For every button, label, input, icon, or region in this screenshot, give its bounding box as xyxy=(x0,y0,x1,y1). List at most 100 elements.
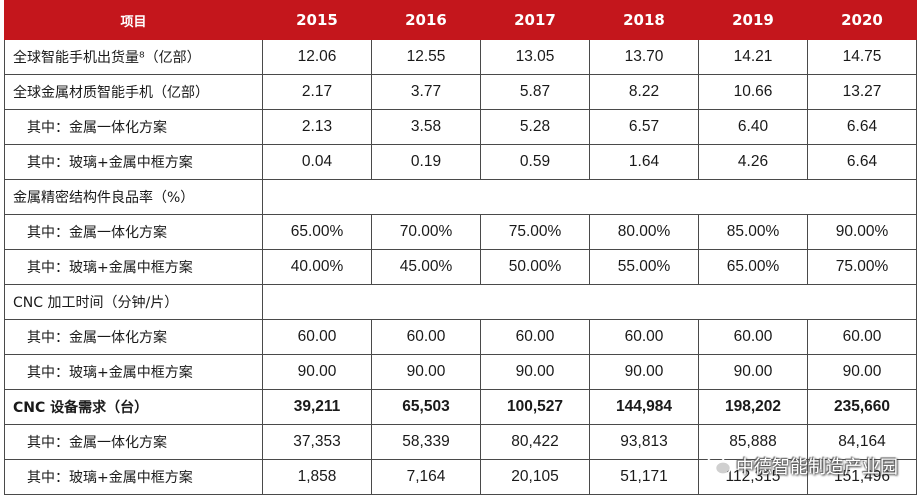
cell-value: 2.13 xyxy=(262,109,372,145)
header-row: 项目 2015 2016 2017 2018 2019 2020 xyxy=(4,0,917,40)
cell-value: 6.40 xyxy=(698,109,808,145)
cell-value: 1.64 xyxy=(589,144,699,180)
cell-value: 75.00% xyxy=(480,214,590,250)
row-label: 其中：玻璃+金属中框方案 xyxy=(4,354,263,390)
row-label: 其中：金属一体化方案 xyxy=(4,319,263,355)
cell-value: 85.00% xyxy=(698,214,808,250)
table-row: 其中：金属一体化方案 60.00 60.00 60.00 60.00 60.00… xyxy=(4,319,917,355)
row-label: CNC 加工时间（分钟/片） xyxy=(4,284,263,320)
cell-value: 93,813 xyxy=(589,424,699,460)
header-year-2018: 2018 xyxy=(589,0,699,40)
cell-value: 10.66 xyxy=(698,74,808,110)
header-year-2019: 2019 xyxy=(698,0,808,40)
data-table: 项目 2015 2016 2017 2018 2019 2020 全球智能手机出… xyxy=(4,0,917,495)
cell-value: 60.00 xyxy=(807,319,917,355)
cell-value: 65,503 xyxy=(371,389,481,425)
cell-value: 2.17 xyxy=(262,74,372,110)
cell-value: 3.77 xyxy=(371,74,481,110)
cell-value: 12.55 xyxy=(371,39,481,75)
cell-value: 60.00 xyxy=(480,319,590,355)
header-year-2016: 2016 xyxy=(371,0,481,40)
header-item: 项目 xyxy=(4,0,263,40)
cell-value: 60.00 xyxy=(589,319,699,355)
cell-value: 13.05 xyxy=(480,39,590,75)
row-label: 全球金属材质智能手机（亿部） xyxy=(4,74,263,110)
cell-value: 45.00% xyxy=(371,249,481,285)
cell-value: 60.00 xyxy=(262,319,372,355)
cell-value: 13.70 xyxy=(589,39,699,75)
row-label: 其中：玻璃+金属中框方案 xyxy=(4,144,263,180)
cell-value: 5.28 xyxy=(480,109,590,145)
header-year-2015: 2015 xyxy=(262,0,372,40)
cell-value: 80.00% xyxy=(589,214,699,250)
cell-value: 1,858 xyxy=(262,459,372,495)
table-row: 其中：金属一体化方案 37,353 58,339 80,422 93,813 8… xyxy=(4,424,917,460)
cell-value: 4.26 xyxy=(698,144,808,180)
header-year-2017: 2017 xyxy=(480,0,590,40)
table-row: 全球金属材质智能手机（亿部） 2.17 3.77 5.87 8.22 10.66… xyxy=(4,74,917,110)
cell-value: 75.00% xyxy=(807,249,917,285)
cell-value: 40.00% xyxy=(262,249,372,285)
section-row: 金属精密结构件良品率（%） xyxy=(4,179,917,215)
cell-value: 112,315 xyxy=(698,459,808,495)
cell-value: 65.00% xyxy=(262,214,372,250)
cell-value: 14.75 xyxy=(807,39,917,75)
row-label: 其中：玻璃+金属中框方案 xyxy=(4,459,263,495)
table-row: 其中：玻璃+金属中框方案 90.00 90.00 90.00 90.00 90.… xyxy=(4,354,917,390)
empty-cell xyxy=(262,284,917,320)
cell-value: 90.00 xyxy=(371,354,481,390)
cell-value: 6.64 xyxy=(807,144,917,180)
table-row: 其中：金属一体化方案 65.00% 70.00% 75.00% 80.00% 8… xyxy=(4,214,917,250)
cell-value: 37,353 xyxy=(262,424,372,460)
cell-value: 0.19 xyxy=(371,144,481,180)
header-year-2020: 2020 xyxy=(807,0,917,40)
cell-value: 90.00 xyxy=(807,354,917,390)
cell-value: 60.00 xyxy=(371,319,481,355)
cell-value: 0.59 xyxy=(480,144,590,180)
table-row: 其中：玻璃+金属中框方案 40.00% 45.00% 50.00% 55.00%… xyxy=(4,249,917,285)
cell-value: 151,496 xyxy=(807,459,917,495)
section-row: CNC 加工时间（分钟/片） xyxy=(4,284,917,320)
cell-value: 60.00 xyxy=(698,319,808,355)
cell-value: 65.00% xyxy=(698,249,808,285)
row-label: 其中：金属一体化方案 xyxy=(4,109,263,145)
cell-value: 55.00% xyxy=(589,249,699,285)
cell-value: 50.00% xyxy=(480,249,590,285)
row-label: 其中：玻璃+金属中框方案 xyxy=(4,249,263,285)
cell-value: 90.00% xyxy=(807,214,917,250)
cell-value: 90.00 xyxy=(262,354,372,390)
cell-value: 235,660 xyxy=(807,389,917,425)
cell-value: 8.22 xyxy=(589,74,699,110)
table-row: 其中：金属一体化方案 2.13 3.58 5.28 6.57 6.40 6.64 xyxy=(4,109,917,145)
cell-value: 6.64 xyxy=(807,109,917,145)
cell-value: 39,211 xyxy=(262,389,372,425)
cell-value: 100,527 xyxy=(480,389,590,425)
cell-value: 70.00% xyxy=(371,214,481,250)
cell-value: 84,164 xyxy=(807,424,917,460)
cell-value: 20,105 xyxy=(480,459,590,495)
row-label: 其中：金属一体化方案 xyxy=(4,214,263,250)
cell-value: 198,202 xyxy=(698,389,808,425)
row-label: 金属精密结构件良品率（%） xyxy=(4,179,263,215)
cell-value: 14.21 xyxy=(698,39,808,75)
cell-value: 90.00 xyxy=(589,354,699,390)
cell-value: 12.06 xyxy=(262,39,372,75)
cell-value: 7,164 xyxy=(371,459,481,495)
cell-value: 5.87 xyxy=(480,74,590,110)
cell-value: 51,171 xyxy=(589,459,699,495)
row-label: 全球智能手机出货量⁸（亿部） xyxy=(4,39,263,75)
table-row: 其中：玻璃+金属中框方案 0.04 0.19 0.59 1.64 4.26 6.… xyxy=(4,144,917,180)
table-row: 全球智能手机出货量⁸（亿部） 12.06 12.55 13.05 13.70 1… xyxy=(4,39,917,75)
cell-value: 85,888 xyxy=(698,424,808,460)
cell-value: 13.27 xyxy=(807,74,917,110)
cell-value: 90.00 xyxy=(480,354,590,390)
cell-value: 0.04 xyxy=(262,144,372,180)
total-row: CNC 设备需求（台） 39,211 65,503 100,527 144,98… xyxy=(4,389,917,425)
cell-value: 58,339 xyxy=(371,424,481,460)
row-label: CNC 设备需求（台） xyxy=(4,389,263,425)
cell-value: 144,984 xyxy=(589,389,699,425)
row-label: 其中：金属一体化方案 xyxy=(4,424,263,460)
cell-value: 3.58 xyxy=(371,109,481,145)
cell-value: 80,422 xyxy=(480,424,590,460)
empty-cell xyxy=(262,179,917,215)
